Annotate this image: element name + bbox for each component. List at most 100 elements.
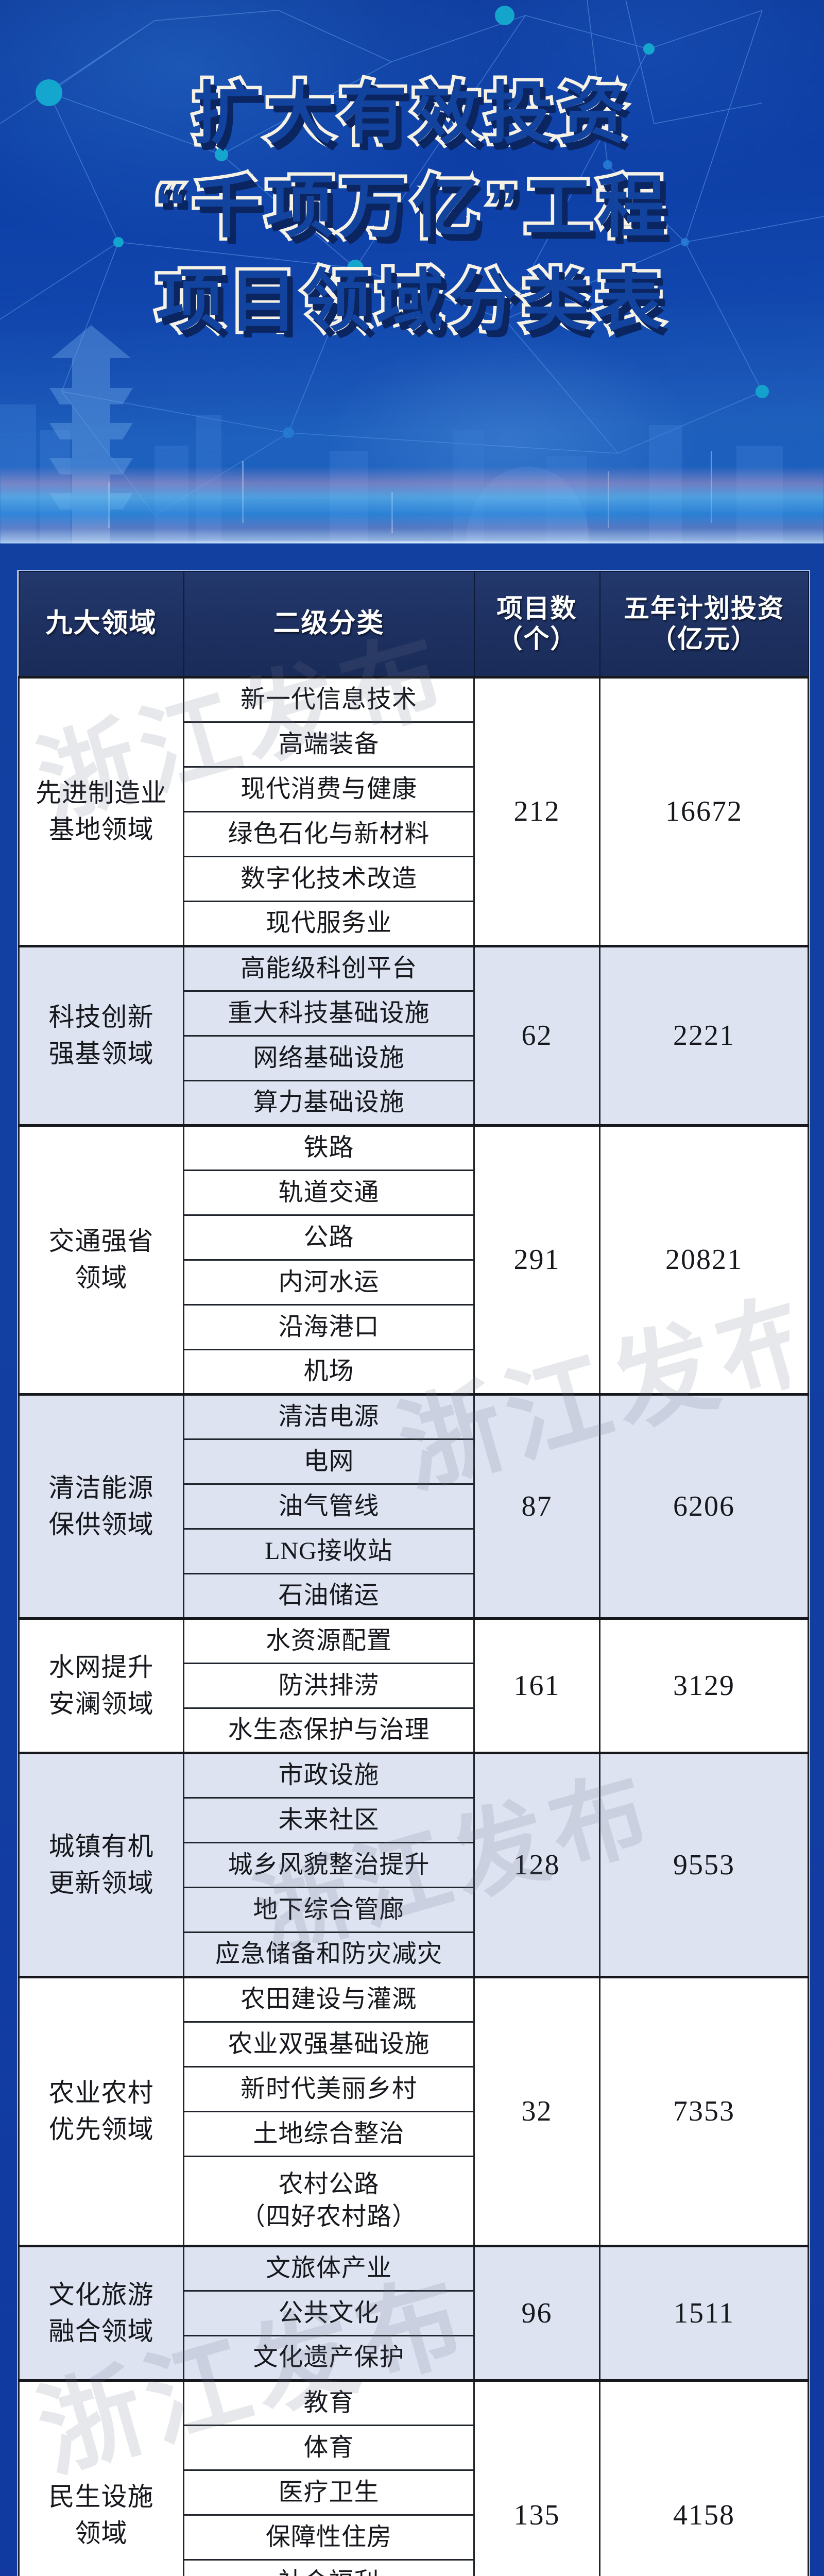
cell-field-6: 城镇有机 更新领域 (18, 1751, 184, 1978)
column-header-investment-line2: （亿元） (650, 624, 758, 653)
poster-title: 扩大有效投资 “千项万亿”工程 项目领域分类表 (0, 67, 824, 348)
table-row: 算力基础设施 (19, 1079, 809, 1126)
cell-project-count: 212 (473, 675, 600, 947)
table-row: 体育 (19, 2424, 809, 2471)
cell-field-5: 水网提升 安澜领域 (18, 1617, 184, 1754)
cell-project-count: 291 (473, 1124, 600, 1395)
table-row: 现代服务业 (19, 900, 809, 947)
cell-subcategory: 现代消费与健康 (183, 766, 475, 812)
table-row: 电网 (19, 1438, 809, 1485)
cell-field-9: 民生设施 领域 (18, 2379, 184, 2576)
table-row: 网络基础设施 (19, 1035, 809, 1081)
network-background-graphic (0, 0, 824, 516)
table-row: 机场 (19, 1348, 809, 1395)
cell-subcategory: 公共文化 (183, 2290, 475, 2336)
table-row: 水网提升 安澜领域 水资源配置 161 3129 (18, 1617, 809, 1754)
cell-subcategory: 教育 (183, 2379, 475, 2426)
table-row: 重大科技基础设施 (19, 990, 809, 1037)
cell-subcategory: 算力基础设施 (183, 1079, 475, 1126)
title-line-1: 扩大有效投资 (190, 72, 631, 155)
cell-project-count: 96 (473, 2244, 600, 2381)
table-row: 文化遗产保护 (19, 2334, 809, 2381)
field-label-line2: 融合领域 (48, 2316, 154, 2346)
subcategory-line2: （四好农村路） (240, 2202, 417, 2230)
table-row: 绿色石化与新材料 (19, 810, 809, 857)
table-row: 水生态保护与治理 (19, 1707, 809, 1754)
cell-subcategory: 市政设施 (183, 1751, 475, 1799)
table-row: 文化旅游 融合领域 文旅体产业 96 1511 (18, 2244, 809, 2381)
cell-project-count: 87 (473, 1393, 600, 1619)
cell-subcategory: 文旅体产业 (183, 2244, 475, 2292)
table-row: LNG接收站 (19, 1528, 809, 1574)
cell-subcategory: 油气管线 (183, 1483, 475, 1530)
table-row: 地下综合管廊 (19, 1886, 809, 1933)
table-header: 九大领域 二级分类 项目数 （个） 五年计划投资 （亿元） (18, 571, 809, 677)
cell-field-2: 科技创新 强基领域 (18, 944, 184, 1126)
cell-subcategory: 高端装备 (183, 721, 475, 768)
field-label-line2: 安澜领域 (48, 1689, 154, 1718)
cell-planned-investment: 7353 (599, 1975, 809, 2247)
column-header-subcategory: 二级分类 (183, 571, 475, 677)
table-body: 先进制造业 基地领域 新一代信息技术 212 16672 高端装备 现代消费与健康 绿色石化与… (18, 675, 809, 2576)
cell-planned-investment: 3129 (599, 1617, 809, 1754)
cell-project-count: 161 (473, 1617, 600, 1754)
column-header-count-line2: （个） (496, 624, 577, 653)
cell-planned-investment: 16672 (599, 675, 809, 947)
table-row: 先进制造业 基地领域 新一代信息技术 212 16672 (18, 675, 809, 947)
table-row: 民生设施 领域 教育 135 4158 (18, 2379, 809, 2576)
cell-field-1: 先进制造业 基地领域 (18, 675, 184, 947)
table-row: 现代消费与健康 (19, 766, 809, 812)
table-row: 土地综合整治 (19, 2110, 809, 2157)
cell-subcategory: 铁路 (183, 1124, 475, 1171)
cell-planned-investment: 6206 (599, 1393, 809, 1619)
field-label-line2: 优先领域 (48, 2115, 154, 2144)
table-row: 城乡风貌整治提升 (19, 1841, 809, 1888)
cell-subcategory: 农业双强基础设施 (183, 2021, 475, 2067)
field-label-line2: 领域 (75, 1263, 128, 1292)
table-row: 农业双强基础设施 (19, 2021, 809, 2067)
cell-planned-investment: 4158 (599, 2379, 809, 2576)
cell-subcategory: 网络基础设施 (183, 1035, 475, 1081)
cell-project-count: 128 (473, 1751, 600, 1978)
table-row: 城镇有机 更新领域 市政设施 128 9553 (18, 1751, 809, 1978)
cell-subcategory: 地下综合管廊 (183, 1886, 475, 1933)
field-label-line2: 强基领域 (48, 1039, 154, 1068)
cell-subcategory: 重大科技基础设施 (183, 990, 475, 1037)
cell-project-count: 32 (473, 1975, 600, 2247)
cell-subcategory: 轨道交通 (183, 1169, 475, 1216)
table-row: 石油储运 (19, 1572, 809, 1619)
cell-subcategory: 城乡风貌整治提升 (183, 1841, 475, 1888)
field-label-line1: 交通强省 (48, 1227, 154, 1256)
header-banner: 扩大有效投资 “千项万亿”工程 项目领域分类表 (0, 0, 824, 544)
cell-subcategory: 机场 (183, 1348, 475, 1395)
table-row: 未来社区 (19, 1797, 809, 1843)
table-row: 农村公路 （四好农村路） (19, 2155, 809, 2247)
table-row: 沿海港口 (19, 1303, 809, 1350)
field-label-line2: 领域 (75, 2518, 128, 2548)
cell-project-count: 135 (473, 2379, 600, 2576)
field-label-line1: 水网提升 (48, 1652, 154, 1682)
cell-subcategory: 高能级科创平台 (183, 944, 475, 992)
cell-field-8: 文化旅游 融合领域 (18, 2244, 184, 2381)
column-header-field: 九大领域 (18, 571, 184, 677)
table-row: 防洪排涝 (19, 1662, 809, 1709)
classification-table-container: 九大领域 二级分类 项目数 （个） 五年计划投资 （亿元） 先进制造业 基地领域新… (18, 571, 809, 2576)
cell-subcategory: 清洁电源 (183, 1393, 475, 1440)
cell-planned-investment: 9553 (599, 1751, 809, 1978)
column-header-count-line1: 项目数 (496, 594, 577, 623)
table-row: 公共文化 (19, 2290, 809, 2336)
cell-subcategory: 现代服务业 (183, 900, 475, 947)
cell-planned-investment: 20821 (599, 1124, 809, 1395)
cell-field-3: 交通强省 领域 (18, 1124, 184, 1395)
column-header-count: 项目数 （个） (473, 571, 600, 677)
cell-subcategory: 新时代美丽乡村 (183, 2065, 475, 2112)
table-row: 医疗卫生 (19, 2469, 809, 2516)
cell-subcategory: 新一代信息技术 (183, 675, 475, 723)
table-row: 高端装备 (19, 721, 809, 768)
table-row: 应急储备和防灾减灾 (19, 1931, 809, 1978)
cell-subcategory: 医疗卫生 (183, 2469, 475, 2516)
cell-subcategory: 保障性住房 (183, 2514, 475, 2561)
cell-subcategory: 文化遗产保护 (183, 2334, 475, 2381)
cell-subcategory: 内河水运 (183, 1259, 475, 1306)
